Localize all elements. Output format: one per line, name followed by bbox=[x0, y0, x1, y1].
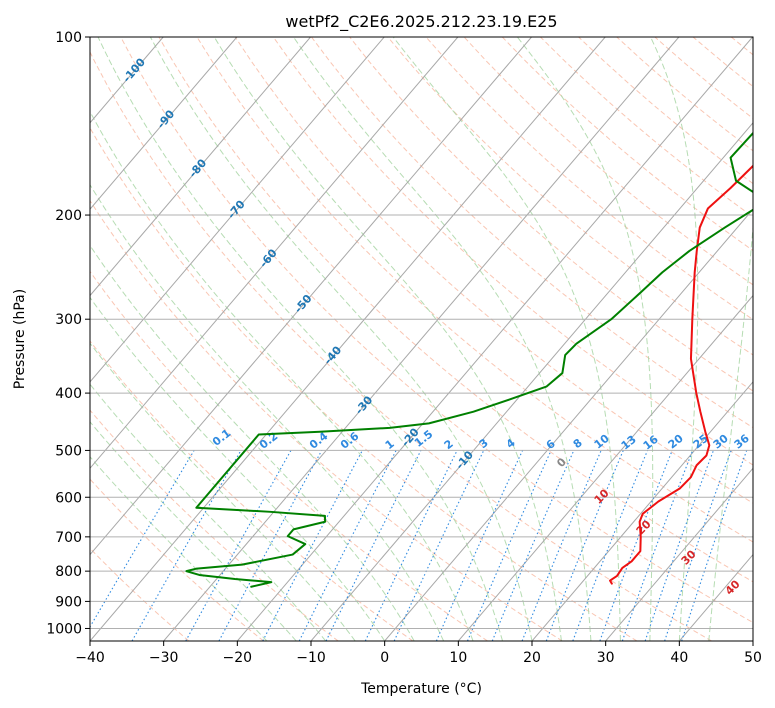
moist-adiabat-line bbox=[90, 383, 327, 641]
x-tick-label: −40 bbox=[75, 650, 105, 666]
moist-adiabat-line bbox=[213, 37, 562, 641]
moist-adiabat-line bbox=[90, 296, 386, 641]
dry-adiabat-line bbox=[90, 478, 264, 641]
pressure-gridlines bbox=[90, 37, 753, 629]
x-tick-label: 40 bbox=[670, 650, 688, 666]
moist-adiabat-line bbox=[90, 421, 297, 641]
y-tick-label: 100 bbox=[55, 30, 82, 46]
moist-adiabat-line bbox=[90, 183, 445, 641]
isotherm-line bbox=[384, 208, 753, 641]
mixing-ratio-line bbox=[435, 450, 524, 641]
dry-adiabat-line bbox=[90, 270, 488, 641]
mixing-ratio-line bbox=[599, 450, 673, 641]
mixing-ratio-line bbox=[185, 450, 292, 641]
y-tick-label: 300 bbox=[55, 312, 82, 328]
y-tick-label: 400 bbox=[55, 386, 82, 402]
dry-adiabat-line bbox=[387, 37, 753, 356]
y-tick-label: 600 bbox=[55, 490, 82, 506]
plot-frame bbox=[89, 36, 754, 642]
x-tick-label: −30 bbox=[149, 650, 179, 666]
x-tick-label: 20 bbox=[523, 650, 541, 666]
mixing-ratio-line bbox=[644, 450, 714, 641]
dry-adiabat-line bbox=[425, 37, 753, 321]
mixing-ratio-line bbox=[467, 450, 552, 641]
isotherm-line bbox=[90, 37, 311, 297]
y-axis-ticks: 1000 900 800 700 600 500 400 300 200 100 bbox=[46, 30, 90, 637]
mixing-ratio-line bbox=[521, 450, 602, 641]
y-tick-label: 1000 bbox=[46, 621, 82, 637]
isotherm-line bbox=[531, 381, 753, 641]
mixing-ratio-line bbox=[545, 450, 624, 641]
moist-adiabat-line bbox=[650, 37, 699, 641]
isotherm-line bbox=[90, 37, 459, 470]
mixing-ratio-line bbox=[218, 450, 323, 641]
x-tick-label: −20 bbox=[223, 650, 253, 666]
dry-adiabat-line bbox=[90, 50, 712, 641]
x-tick-label: 0 bbox=[380, 650, 389, 666]
temperature-profile bbox=[609, 164, 753, 585]
isotherm-line bbox=[457, 294, 753, 641]
moist-adiabat-line bbox=[149, 37, 533, 641]
moist-adiabat-line bbox=[90, 456, 268, 641]
mixing-ratio-line bbox=[491, 450, 575, 641]
mixing-ratio-line bbox=[572, 450, 649, 641]
dewpoint-profile bbox=[185, 131, 753, 588]
chart-title: wetPf2_C2E6.2025.212.23.19.E25 bbox=[285, 12, 557, 32]
isotherm-line bbox=[310, 122, 753, 641]
profiles bbox=[185, 131, 753, 588]
mixing-ratio-line bbox=[298, 450, 397, 641]
isotherm-line bbox=[90, 37, 606, 641]
moist-adiabat-line bbox=[293, 37, 592, 641]
dry-adiabat-line bbox=[90, 409, 339, 641]
mixing-ratio-line bbox=[621, 450, 694, 641]
y-tick-label: 900 bbox=[55, 594, 82, 610]
moist-adiabat-line bbox=[708, 221, 753, 641]
moist-adiabat-line bbox=[392, 37, 621, 641]
isotherm-line bbox=[90, 37, 385, 383]
y-tick-label: 200 bbox=[55, 208, 82, 224]
y-tick-label: 500 bbox=[55, 443, 82, 459]
mixing-ratio-line bbox=[325, 450, 422, 641]
mixing-ratio-line bbox=[681, 450, 748, 641]
y-axis-title: Pressure (hPa) bbox=[12, 289, 28, 389]
dry-adiabat-line bbox=[90, 199, 563, 641]
moist-adiabat-line bbox=[516, 37, 654, 641]
mixing-ratio-line bbox=[664, 450, 732, 641]
moist-adiabat-line bbox=[90, 244, 415, 641]
x-tick-label: 10 bbox=[449, 650, 467, 666]
isotherm-line bbox=[163, 37, 680, 641]
x-tick-label: 30 bbox=[597, 650, 615, 666]
dry-adiabat-line bbox=[234, 37, 753, 504]
x-axis-ticks: −40 −30 −20 −10 0 10 20 30 40 50 bbox=[75, 641, 762, 666]
dry-adiabat-line bbox=[311, 37, 753, 429]
x-axis-title: Temperature (°C) bbox=[360, 681, 482, 697]
isotherm-line bbox=[90, 37, 238, 210]
dry-adiabat-line bbox=[120, 37, 753, 624]
x-tick-label: −10 bbox=[296, 650, 326, 666]
isotherm-line bbox=[90, 37, 532, 556]
y-tick-label: 700 bbox=[55, 530, 82, 546]
dry-adiabat-line bbox=[272, 37, 753, 466]
isotherm-line bbox=[236, 37, 753, 641]
moist-adiabat-line bbox=[90, 110, 474, 641]
x-tick-label: 50 bbox=[744, 650, 762, 666]
isotherm-line bbox=[605, 467, 753, 641]
dry-adiabat-line bbox=[90, 126, 638, 641]
y-tick-label: 800 bbox=[55, 564, 82, 580]
